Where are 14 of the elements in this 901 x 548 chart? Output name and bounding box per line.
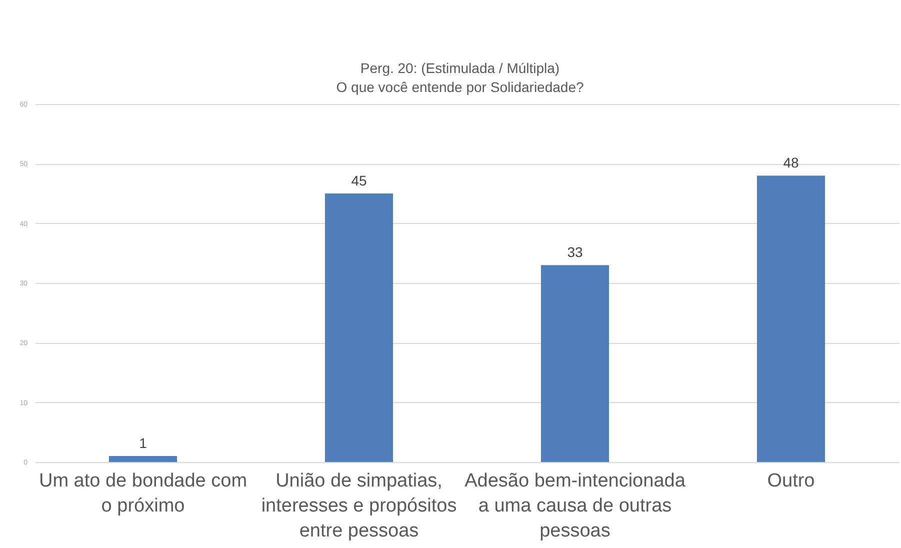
bar <box>756 176 826 462</box>
x-tick-label: Adesão bem-intencionada a uma causa de outras pessoas <box>464 470 686 542</box>
data-label: 48 <box>783 154 799 171</box>
data-label: 33 <box>567 244 583 260</box>
x-tick-label: União de simpatias, interesses e propósitos entre pessoas <box>261 470 457 542</box>
data-label: 1 <box>139 435 148 452</box>
x-tick-label: Outro <box>767 470 815 492</box>
chart-title: Perg. 20: (Estimulada / Múltipla) <box>360 60 560 76</box>
bar <box>108 456 178 462</box>
chart-subtitle: O que você entende por Solidariedade? <box>336 79 584 95</box>
bar <box>540 265 610 462</box>
x-tick-label: Um ato de bondade com o próximo <box>38 470 248 516</box>
bar <box>324 194 394 462</box>
data-label: 45 <box>351 172 367 188</box>
